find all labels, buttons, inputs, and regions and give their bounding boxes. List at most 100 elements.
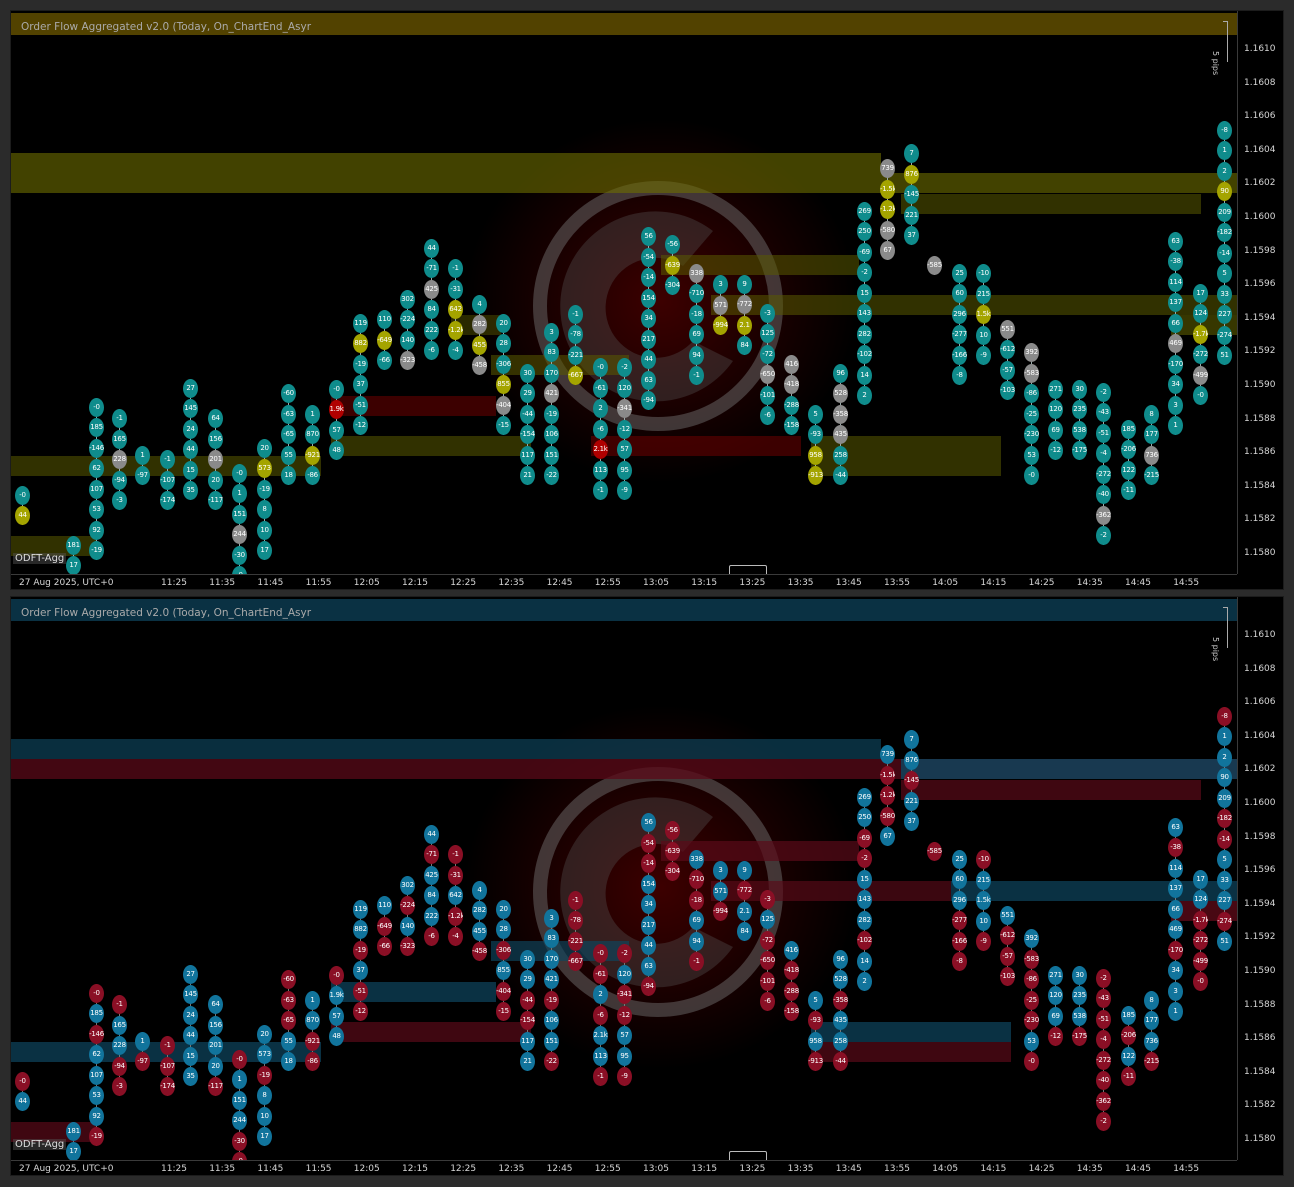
footprint-cell[interactable]: 119 xyxy=(353,899,368,919)
footprint-cell[interactable]: -206 xyxy=(1121,440,1136,459)
footprint-cell[interactable]: 8 xyxy=(1144,990,1159,1010)
footprint-cell[interactable]: -57 xyxy=(1000,946,1015,966)
footprint-cell[interactable]: 2.1 xyxy=(737,901,752,921)
footprint-cell[interactable]: 882 xyxy=(353,334,368,353)
footprint-cell[interactable]: -612 xyxy=(1000,340,1015,359)
footprint-cell[interactable]: 69 xyxy=(689,911,704,930)
footprint-cell[interactable]: 94 xyxy=(689,345,704,365)
footprint-cell[interactable]: 10 xyxy=(976,325,991,345)
footprint-cell[interactable]: 15 xyxy=(857,283,872,303)
footprint-cell[interactable]: 736 xyxy=(1144,1031,1159,1051)
footprint-cell[interactable]: 8 xyxy=(257,1086,272,1105)
footprint-cell[interactable]: -12 xyxy=(1048,441,1063,460)
footprint-cell[interactable]: 151 xyxy=(232,504,247,524)
footprint-cell[interactable]: 44 xyxy=(424,824,439,844)
footprint-cell[interactable]: 338 xyxy=(689,263,704,283)
footprint-cell[interactable]: 425 xyxy=(424,865,439,885)
footprint-cell[interactable]: 15 xyxy=(857,869,872,889)
footprint-cell[interactable]: 34 xyxy=(1168,961,1183,980)
footprint-cell[interactable]: -0 xyxy=(329,965,344,985)
footprint-cell[interactable]: -146 xyxy=(89,1024,104,1044)
footprint-cell[interactable]: -418 xyxy=(784,375,799,394)
footprint-cell[interactable]: 15 xyxy=(183,1046,198,1066)
footprint-cell[interactable]: 3 xyxy=(544,908,559,928)
footprint-cell[interactable]: 258 xyxy=(833,1031,848,1051)
footprint-cell[interactable]: -0 xyxy=(232,566,247,574)
footprint-cell[interactable]: 1 xyxy=(1168,1002,1183,1021)
footprint-cell[interactable]: 110 xyxy=(377,896,392,915)
footprint-cell[interactable]: -19 xyxy=(353,940,368,960)
footprint-cell[interactable]: -2 xyxy=(1096,1112,1111,1131)
footprint-cell[interactable]: 95 xyxy=(617,1046,632,1066)
footprint-cell[interactable]: 17 xyxy=(66,1142,81,1160)
footprint-cell[interactable]: 51 xyxy=(1217,346,1232,365)
footprint-cell[interactable]: 35 xyxy=(183,1067,198,1086)
footprint-cell[interactable]: 37 xyxy=(904,812,919,831)
footprint-cell[interactable]: -14 xyxy=(641,854,656,873)
footprint-cell[interactable]: 137 xyxy=(1168,293,1183,312)
footprint-cell[interactable]: -1.5k xyxy=(880,765,895,785)
footprint-cell[interactable]: 3 xyxy=(1168,981,1183,1001)
footprint-cell[interactable]: -6 xyxy=(424,341,439,360)
footprint-cell[interactable]: -93 xyxy=(808,425,823,444)
footprint-cell[interactable]: 84 xyxy=(737,336,752,355)
footprint-cell[interactable]: 958 xyxy=(808,1031,823,1051)
footprint-cell[interactable]: 221 xyxy=(904,791,919,811)
footprint-cell[interactable]: 1 xyxy=(305,990,320,1010)
footprint-cell[interactable]: 107 xyxy=(89,479,104,499)
footprint-cell[interactable]: 143 xyxy=(857,304,872,323)
footprint-cell[interactable]: -15 xyxy=(496,416,511,435)
indicator-tag[interactable]: ODFT-Agg xyxy=(13,1139,67,1150)
footprint-cell[interactable]: 37 xyxy=(353,375,368,394)
footprint-cell[interactable]: -639 xyxy=(665,841,680,861)
footprint-cell[interactable]: -272 xyxy=(1096,1050,1111,1070)
footprint-cell[interactable]: -404 xyxy=(496,395,511,415)
footprint-cell[interactable]: -40 xyxy=(1096,1071,1111,1090)
footprint-cell[interactable]: -103 xyxy=(1000,967,1015,986)
footprint-cell[interactable]: 1 xyxy=(1217,141,1232,160)
footprint-cell[interactable]: 48 xyxy=(329,441,344,460)
footprint-cell[interactable]: 120 xyxy=(617,378,632,398)
footprint-cell[interactable]: 244 xyxy=(232,1111,247,1130)
footprint-cell[interactable]: 44 xyxy=(641,936,656,955)
footprint-cell[interactable]: 113 xyxy=(593,460,608,480)
footprint-cell[interactable]: -166 xyxy=(952,931,967,951)
footprint-cell[interactable]: -61 xyxy=(593,964,608,984)
footprint-cell[interactable]: 44 xyxy=(15,506,30,525)
footprint-cell[interactable]: 64 xyxy=(208,995,223,1014)
footprint-cell[interactable]: 416 xyxy=(784,354,799,374)
footprint-cell[interactable]: -649 xyxy=(377,916,392,936)
footprint-cell[interactable]: -19 xyxy=(544,990,559,1010)
footprint-cell[interactable]: 269 xyxy=(857,201,872,221)
footprint-cell[interactable]: -182 xyxy=(1217,809,1232,828)
footprint-cell[interactable]: -86 xyxy=(305,1052,320,1071)
footprint-cell[interactable]: 528 xyxy=(833,384,848,403)
footprint-cell[interactable]: 235 xyxy=(1072,400,1087,419)
footprint-cell[interactable]: 201 xyxy=(208,1036,223,1055)
footprint-cell[interactable]: 55 xyxy=(281,445,296,465)
footprint-cell[interactable]: 217 xyxy=(641,915,656,935)
footprint-cell[interactable]: 1 xyxy=(135,445,150,465)
footprint-cell[interactable]: 17 xyxy=(66,556,81,574)
footprint-cell[interactable]: -612 xyxy=(1000,926,1015,945)
footprint-cell[interactable]: -19 xyxy=(257,1065,272,1085)
footprint-cell[interactable]: -40 xyxy=(1096,485,1111,504)
footprint-cell[interactable]: 106 xyxy=(544,1011,559,1030)
footprint-cell[interactable]: 425 xyxy=(424,279,439,299)
footprint-cell[interactable]: 3 xyxy=(544,322,559,342)
footprint-cell[interactable]: -86 xyxy=(305,466,320,485)
footprint-cell[interactable]: 227 xyxy=(1217,305,1232,324)
footprint-cell[interactable]: -101 xyxy=(760,385,775,405)
footprint-cell[interactable]: -1.2k xyxy=(448,320,463,340)
footprint-cell[interactable]: -6 xyxy=(593,1005,608,1025)
footprint-cell[interactable]: -6 xyxy=(424,927,439,946)
footprint-cell[interactable]: 227 xyxy=(1217,891,1232,910)
footprint-cell[interactable]: 83 xyxy=(544,929,559,948)
footprint-cell[interactable]: 151 xyxy=(544,1031,559,1051)
footprint-cell[interactable]: -78 xyxy=(568,911,583,930)
footprint-cell[interactable]: -3 xyxy=(112,491,127,510)
footprint-cell[interactable]: -12 xyxy=(353,416,368,435)
footprint-cell[interactable]: 120 xyxy=(1048,400,1063,419)
footprint-cell[interactable]: -51 xyxy=(1096,423,1111,443)
footprint-cell[interactable]: 90 xyxy=(1217,182,1232,201)
